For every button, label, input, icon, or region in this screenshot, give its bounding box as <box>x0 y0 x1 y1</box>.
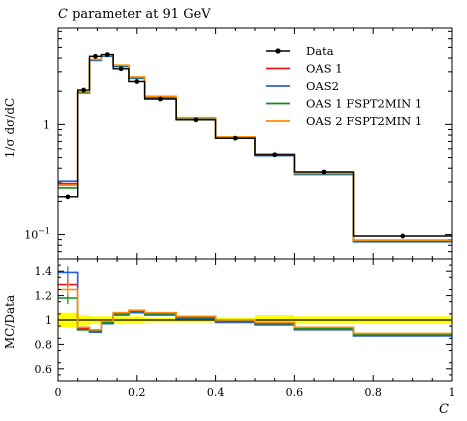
ratio-y-tick-label: 0.6 <box>35 363 53 376</box>
data-point <box>65 194 71 200</box>
ratio-panel: 0.6 0.8 1 1.2 1.4 0 0.2 0.4 0.6 0.8 1 <box>35 258 456 399</box>
data-point <box>400 233 406 239</box>
chart-title-text: parameter at 91 GeV <box>68 7 211 22</box>
ratio-y-tick-label: 1 <box>45 314 52 327</box>
data-point <box>134 79 140 84</box>
ratio-frame <box>57 258 453 382</box>
x-tick-label: 0.8 <box>364 386 382 399</box>
main-y-tick-label-base: 10 <box>24 229 38 242</box>
ratio-y-tick-label: 1.2 <box>35 290 53 303</box>
ratio-series-line <box>58 288 452 335</box>
data-point <box>272 152 278 158</box>
ratio-y-tick-label: 1.4 <box>35 265 53 278</box>
x-tick-label: 1 <box>449 386 456 399</box>
ratio-series-line <box>58 271 452 337</box>
main-panel: 1 10−1 <box>24 27 453 260</box>
data-point <box>81 87 87 93</box>
x-axis-label: C <box>439 402 449 417</box>
legend-label: Data <box>306 44 334 58</box>
legend-label: OAS 2 FSPT2MIN 1 <box>306 114 422 128</box>
ratio-y-tick-label: 0.8 <box>35 338 53 351</box>
chart-title: C parameter at 91 GeV <box>58 7 211 22</box>
y-axis-label: 1/σ dσ/dC <box>3 98 17 158</box>
data-point <box>158 96 163 102</box>
data-point <box>193 117 199 123</box>
data-line <box>58 53 452 237</box>
data-point <box>118 66 124 72</box>
x-tick-label: 0.6 <box>286 386 304 399</box>
legend-label: OAS 1 <box>306 62 343 76</box>
legend-label: OAS 1 FSPT2MIN 1 <box>306 97 422 111</box>
data-point <box>104 52 110 58</box>
ratio-y-axis-label: MC/Data <box>3 295 17 349</box>
main-y-tick-label-base: 1 <box>43 118 50 131</box>
main-y-tick-label: 1 <box>43 118 50 131</box>
chart-title-variable: C <box>58 7 68 22</box>
main-y-tick-label: 10−1 <box>24 227 50 242</box>
legend-data-marker <box>275 48 281 54</box>
main-y-tick-label-exponent: −1 <box>38 227 50 236</box>
data-point <box>232 135 238 141</box>
legend-label: OAS2 <box>306 79 339 93</box>
x-tick-label: 0.2 <box>128 386 146 399</box>
data-point <box>321 169 327 175</box>
ratio-series-line <box>58 283 452 336</box>
legend: Data OAS 1 OAS2 OAS 1 FSPT2MIN 1 OAS 2 FSPT2… <box>266 44 422 128</box>
x-tick-label: 0 <box>55 386 62 399</box>
data-point <box>93 53 98 59</box>
x-tick-label: 0.4 <box>207 386 225 399</box>
